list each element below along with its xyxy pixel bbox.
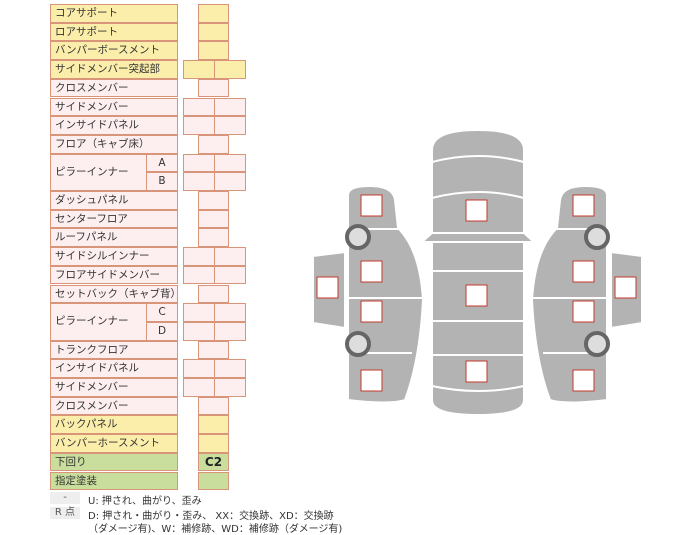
- marker-box: [572, 194, 595, 217]
- left-body: [347, 184, 425, 404]
- row-label: フロアサイドメンバー: [50, 265, 178, 285]
- marker-box: [360, 369, 383, 392]
- grade-cell[interactable]: [198, 415, 229, 435]
- row-label: サイドメンバー: [50, 97, 178, 117]
- wheel-icon: [345, 331, 371, 357]
- right-body: [530, 184, 608, 404]
- grade-cell[interactable]: [198, 78, 229, 98]
- row-label: バックパネル: [50, 415, 178, 435]
- grade-cell-right[interactable]: [214, 60, 246, 79]
- row-sublabel: A: [146, 153, 178, 173]
- grade-cell[interactable]: [198, 228, 229, 248]
- grade-cell[interactable]: C2: [198, 452, 229, 472]
- row-label: センターフロア: [50, 209, 178, 229]
- grade-cell-right[interactable]: [214, 172, 246, 191]
- marker-box: [572, 260, 595, 283]
- row-sublabel: B: [146, 172, 178, 191]
- legend-text-3: （ダメージ有)、W：補修跡、WD：補修跡（ダメージ有): [88, 524, 343, 535]
- row-label: クロスメンバー: [50, 396, 178, 416]
- grade-cell[interactable]: [198, 209, 229, 229]
- row-label: バンパーボースメント: [50, 41, 178, 61]
- legend-text-2: D: 押され・曲がり・歪み、 XX：交換跡、XD：交換跡: [88, 511, 334, 522]
- marker-box: [465, 360, 488, 383]
- marker-box: [572, 369, 595, 392]
- legend-key-r: R 点: [50, 507, 80, 519]
- grade-cell[interactable]: [198, 191, 229, 210]
- grade-cell-right[interactable]: [214, 153, 246, 173]
- marker-box: [360, 300, 383, 323]
- center-arrow: [419, 232, 537, 243]
- row-label: ルーフパネル: [50, 228, 178, 248]
- row-sublabel: C: [146, 303, 178, 322]
- grade-cell[interactable]: [198, 340, 229, 360]
- row-label: フロア（キャブ床）: [50, 134, 178, 154]
- row-sublabel: D: [146, 321, 178, 341]
- marker-box: [614, 276, 637, 299]
- row-label: クロスメンバー: [50, 78, 178, 98]
- row-label: サイドメンバー突起部: [50, 60, 178, 79]
- row-label: コアサポート: [50, 4, 178, 23]
- legend-key-dash: -: [50, 492, 80, 504]
- grade-cell[interactable]: [198, 41, 229, 61]
- marker-box: [572, 300, 595, 323]
- grade-cell-right[interactable]: [214, 321, 246, 341]
- row-label: インサイドパネル: [50, 116, 178, 135]
- row-label: トランクフロア: [50, 340, 178, 360]
- row-label: 下回り: [50, 452, 178, 472]
- grade-cell-right[interactable]: [214, 359, 246, 378]
- marker-box: [465, 284, 488, 307]
- marker-box: [316, 276, 339, 299]
- row-label: 指定塗装: [50, 471, 178, 491]
- row-label: セットバック（キャブ背）: [50, 284, 178, 304]
- grade-cell[interactable]: [198, 22, 229, 42]
- row-label: ピラーインナー: [50, 303, 178, 341]
- row-label: ダッシュパネル: [50, 191, 178, 210]
- row-label: インサイドパネル: [50, 359, 178, 378]
- grade-cell[interactable]: [198, 434, 229, 453]
- legend-text-1: U: 押され、曲がり、歪み: [88, 496, 202, 507]
- marker-box: [465, 199, 488, 222]
- grade-cell-right[interactable]: [214, 303, 246, 322]
- wheel-icon: [584, 224, 610, 250]
- grade-cell[interactable]: [198, 471, 229, 491]
- center-body: [431, 128, 525, 417]
- row-label: サイドシルインナー: [50, 247, 178, 266]
- grade-cell-right[interactable]: [214, 265, 246, 285]
- row-label: サイドメンバー: [50, 378, 178, 397]
- wheel-icon: [345, 224, 371, 250]
- wheel-icon: [584, 331, 610, 357]
- marker-box: [360, 260, 383, 283]
- grade-cell[interactable]: [198, 284, 229, 304]
- grade-cell-right[interactable]: [214, 116, 246, 135]
- row-label: ロアサポート: [50, 22, 178, 42]
- grade-cell-right[interactable]: [214, 247, 246, 266]
- grade-cell-right[interactable]: [214, 97, 246, 117]
- grade-cell-right[interactable]: [214, 378, 246, 397]
- row-label: バンパーホースメント: [50, 434, 178, 453]
- grade-cell[interactable]: [198, 134, 229, 154]
- grade-cell[interactable]: [198, 396, 229, 416]
- marker-box: [360, 194, 383, 217]
- grade-cell[interactable]: [198, 4, 229, 23]
